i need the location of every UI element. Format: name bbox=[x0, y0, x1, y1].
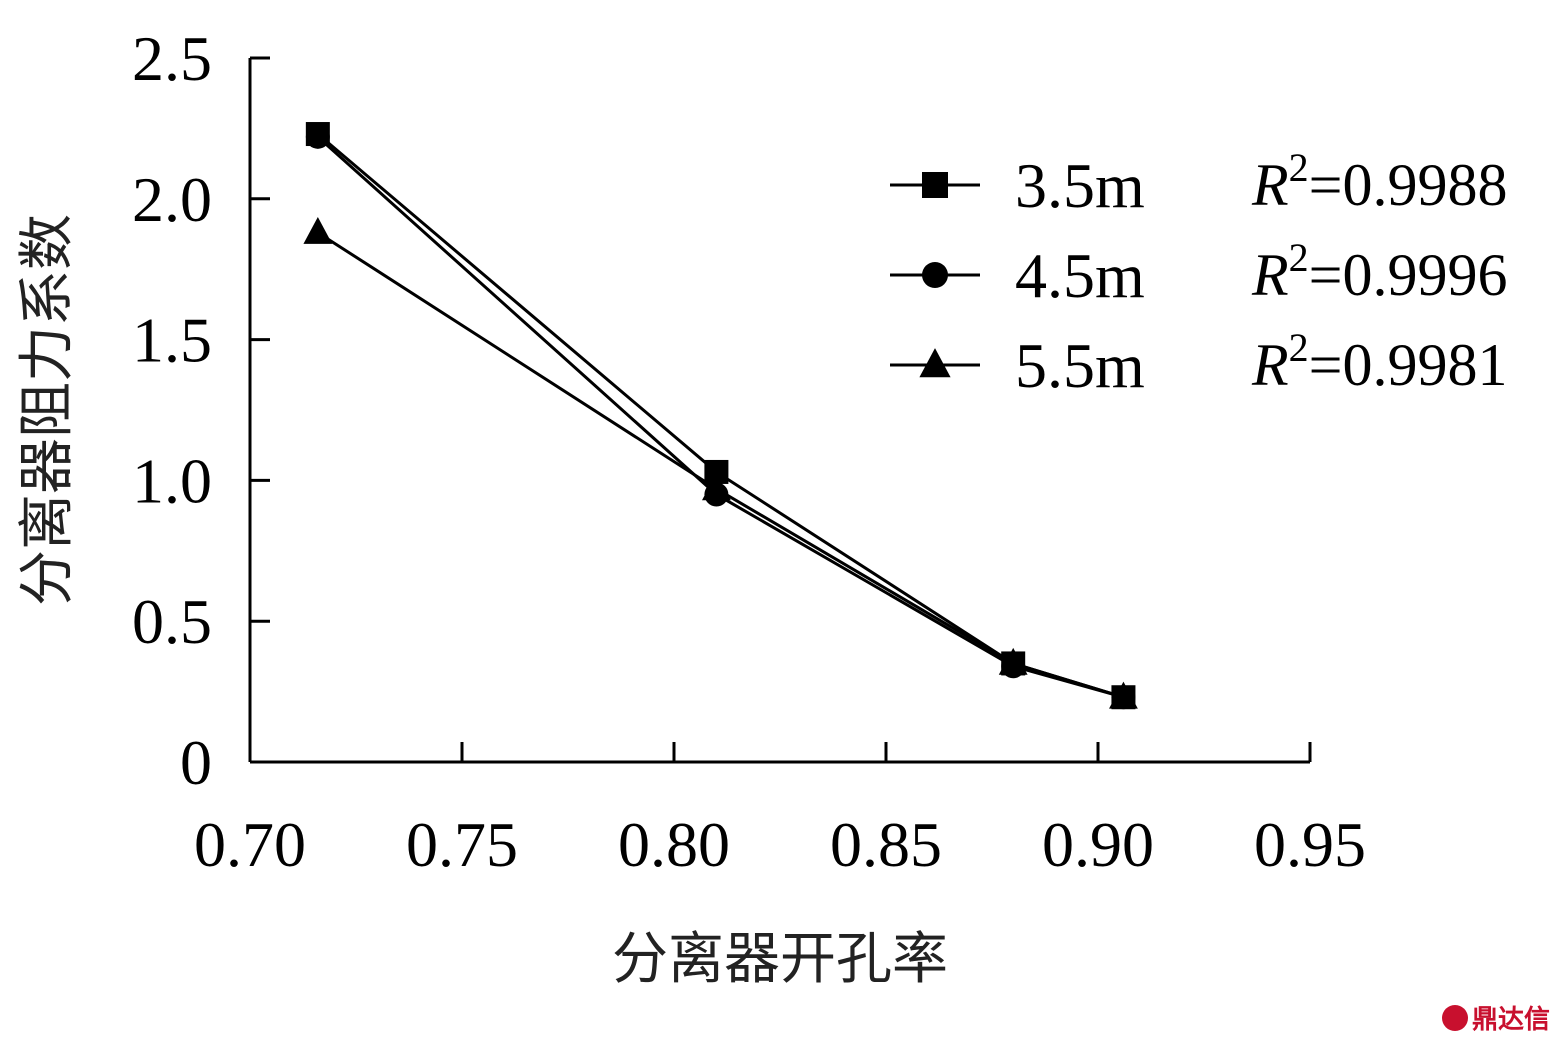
legend-item: 5.5m R2=0.9981 bbox=[890, 325, 1508, 401]
r2-value: =0.9981 bbox=[1309, 332, 1508, 398]
legend-label: 3.5m bbox=[1015, 150, 1145, 221]
series-line bbox=[317, 231, 1124, 699]
y-tick-label: 1.5 bbox=[132, 305, 212, 376]
y-tick-label: 1.0 bbox=[132, 445, 212, 516]
y-tick-label: 0 bbox=[180, 727, 212, 798]
watermark-logo-icon bbox=[1441, 1004, 1468, 1031]
series-line bbox=[316, 135, 1124, 699]
r2-superscript: 2 bbox=[1289, 145, 1309, 190]
x-tick-label: 0.80 bbox=[618, 809, 730, 880]
series-circle bbox=[305, 124, 1136, 710]
x-axis-title: 分离器开孔率 bbox=[612, 927, 948, 992]
data-point-triangle bbox=[303, 216, 333, 244]
x-tick-label: 0.90 bbox=[1042, 809, 1154, 880]
data-point-triangle bbox=[702, 473, 731, 501]
r2-symbol: R bbox=[1251, 152, 1289, 218]
data-point-square bbox=[922, 172, 948, 198]
y-tick-label: 0.5 bbox=[132, 586, 212, 657]
series-layer bbox=[303, 122, 1138, 710]
series-square bbox=[305, 122, 1136, 710]
data-point-circle bbox=[922, 262, 948, 288]
y-tick-label: 2.5 bbox=[132, 23, 212, 94]
data-point-triangle bbox=[919, 348, 951, 378]
data-point-triangle bbox=[1109, 681, 1138, 709]
r2-symbol: R bbox=[1251, 332, 1289, 398]
y-tick-label: 2.0 bbox=[132, 164, 212, 235]
x-tick-label: 0.85 bbox=[830, 809, 942, 880]
r2-value: =0.9996 bbox=[1309, 242, 1508, 308]
watermark: 鼎达信 bbox=[1441, 999, 1550, 1036]
legend-item: 4.5m R2=0.9996 bbox=[890, 235, 1508, 311]
x-ticks: 0.70 0.75 0.80 0.85 0.90 0.95 bbox=[194, 742, 1366, 880]
legend-item: 3.5m R2=0.9988 bbox=[890, 145, 1508, 221]
x-tick-label: 0.70 bbox=[194, 809, 306, 880]
series-line bbox=[316, 132, 1124, 699]
y-axis-title: 分离器阻力系数 bbox=[15, 214, 80, 606]
legend-r2: R2=0.9981 bbox=[1251, 325, 1508, 398]
watermark-text: 鼎达信 bbox=[1471, 1005, 1550, 1035]
series-triangle bbox=[303, 216, 1138, 709]
r2-superscript: 2 bbox=[1289, 235, 1309, 280]
legend-r2: R2=0.9988 bbox=[1251, 145, 1508, 218]
r2-superscript: 2 bbox=[1289, 325, 1309, 370]
legend-label: 4.5m bbox=[1015, 240, 1145, 311]
x-tick-label: 0.75 bbox=[406, 809, 518, 880]
legend-r2: R2=0.9996 bbox=[1251, 235, 1508, 308]
data-point-circle bbox=[305, 124, 330, 149]
x-tick-label: 0.95 bbox=[1254, 809, 1366, 880]
plot-area: 0.70 0.75 0.80 0.85 0.90 0.95 0 0.5 1.0 1.5 2.0 2.… bbox=[132, 23, 1366, 880]
legend-label: 5.5m bbox=[1015, 330, 1145, 401]
r2-symbol: R bbox=[1251, 242, 1289, 308]
y-ticks: 0 0.5 1.0 1.5 2.0 2.5 bbox=[132, 23, 270, 798]
data-point-triangle bbox=[998, 647, 1028, 675]
r2-value: =0.9988 bbox=[1309, 152, 1508, 218]
